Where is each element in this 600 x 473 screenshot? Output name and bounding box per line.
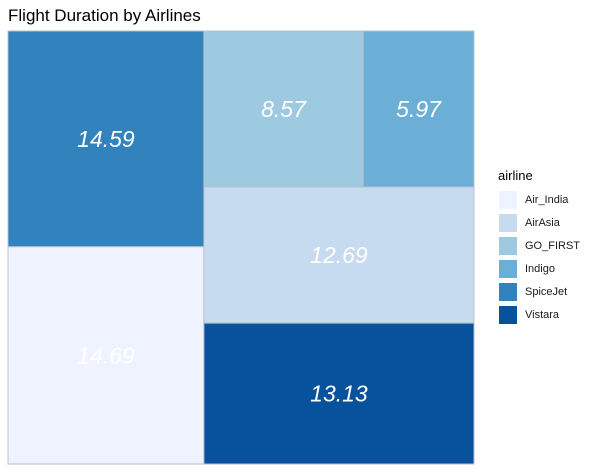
- tile-go-first: [203, 30, 364, 188]
- legend-label-air-india: Air_India: [525, 194, 569, 206]
- legend-item-vistara: Vistara: [498, 305, 598, 328]
- legend: airline Air_India AirAsia GO_FIRST Indigo Sp…: [498, 168, 598, 328]
- value-label-air-india: 14.69: [77, 342, 135, 368]
- legend-swatch-go-first: [498, 236, 518, 256]
- legend-item-airasia: AirAsia: [498, 213, 598, 236]
- legend-swatch-airasia: [498, 213, 518, 233]
- legend-label-go-first: GO_FIRST: [525, 240, 581, 252]
- legend-item-air-india: Air_India: [498, 190, 598, 213]
- legend-swatch-vistara: [498, 305, 518, 325]
- legend-item-go-first: GO_FIRST: [498, 236, 598, 259]
- value-label-vistara: 13.13: [310, 381, 368, 407]
- tile-indigo: [362, 30, 475, 188]
- tile-airasia: [203, 186, 475, 324]
- value-label-airasia: 12.69: [310, 242, 368, 268]
- legend-swatch-spicejet: [498, 282, 518, 302]
- value-label-go-first: 8.57: [261, 96, 307, 122]
- legend-swatch-air-india: [498, 190, 518, 210]
- legend-item-spicejet: SpiceJet: [498, 282, 598, 305]
- legend-label-indigo: Indigo: [525, 263, 555, 275]
- legend-label-spicejet: SpiceJet: [525, 286, 568, 298]
- legend-item-indigo: Indigo: [498, 259, 598, 282]
- legend-swatch-indigo: [498, 259, 518, 279]
- legend-label-vistara: Vistara: [525, 309, 560, 321]
- value-label-indigo: 5.97: [396, 96, 442, 122]
- value-label-spicejet: 14.59: [77, 126, 135, 152]
- tile-vistara: [203, 322, 475, 465]
- chart-title: Flight Duration by Airlines: [8, 6, 201, 25]
- legend-title: airline: [498, 168, 533, 183]
- legend-items: Air_India AirAsia GO_FIRST Indigo SpiceJet Vi…: [498, 190, 598, 328]
- legend-label-airasia: AirAsia: [525, 217, 560, 229]
